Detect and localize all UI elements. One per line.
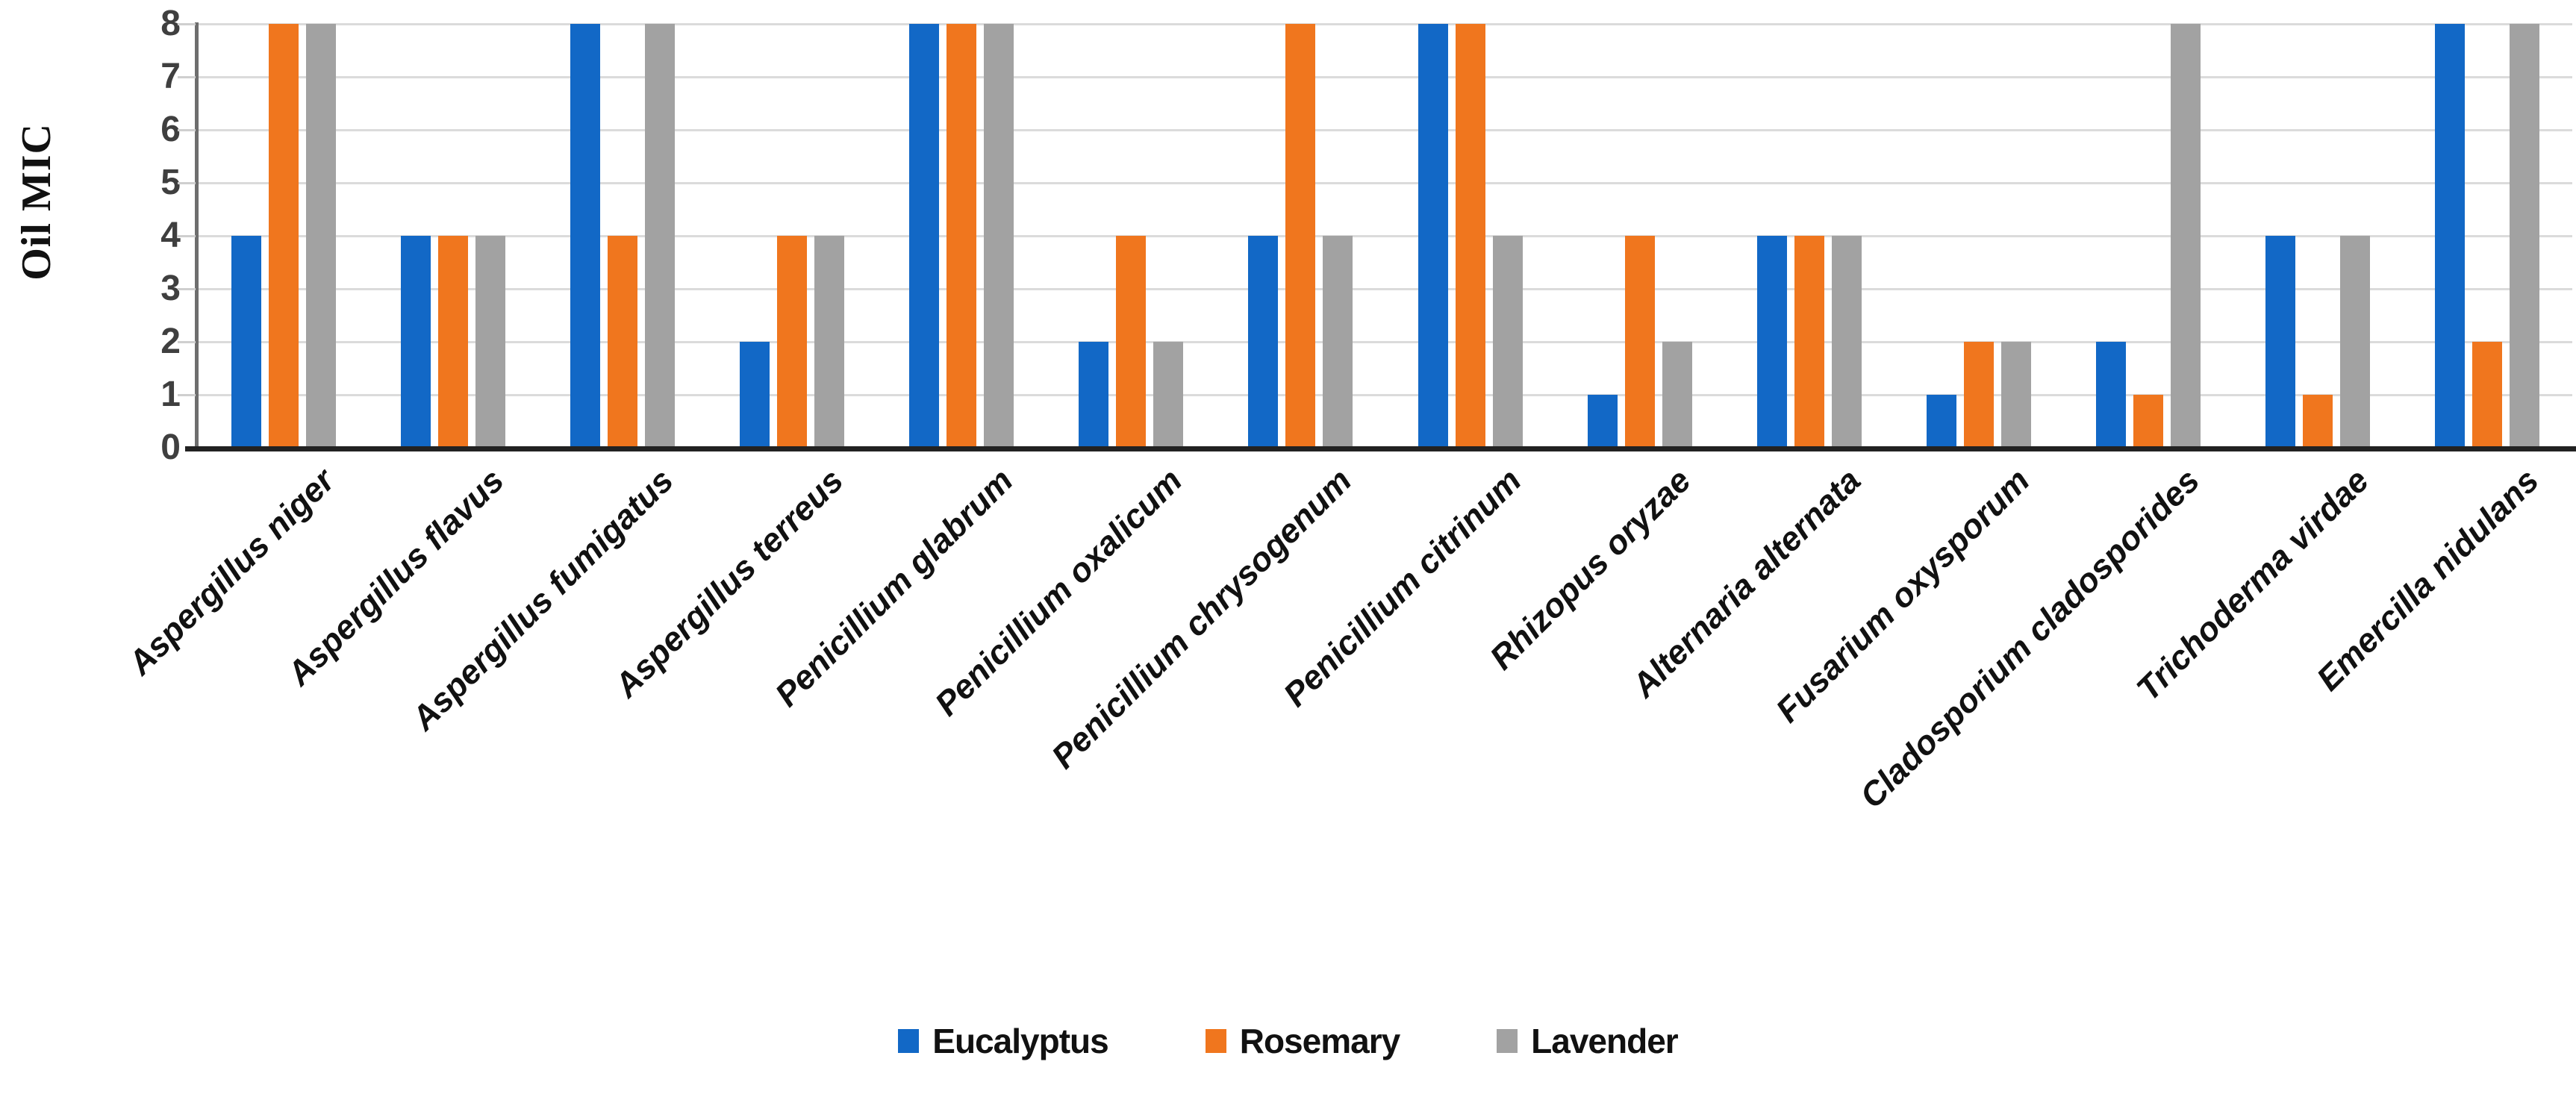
y-tick-mark — [178, 235, 196, 237]
x-axis-line — [185, 446, 2576, 451]
gridline — [199, 394, 2572, 396]
gridline — [199, 288, 2572, 290]
bar-lavender — [1323, 236, 1353, 448]
gridline — [199, 76, 2572, 78]
legend-swatch-icon — [898, 1029, 920, 1053]
bar-eucalyptus — [231, 236, 261, 448]
bar-lavender — [2001, 342, 2031, 448]
x-category-label: Penicillium chrysogenum — [1044, 461, 1359, 776]
bar-rosemary — [1964, 342, 1994, 448]
bar-eucalyptus — [740, 342, 770, 448]
y-axis-title: Oil MIC — [4, 52, 69, 351]
legend-label: Rosemary — [1239, 1022, 1400, 1060]
y-tick-mark — [178, 129, 196, 131]
y-tick-mark — [178, 394, 196, 396]
bar-lavender — [1662, 342, 1692, 448]
bar-rosemary — [2133, 395, 2164, 448]
gridline — [199, 235, 2572, 237]
bar-lavender — [1492, 236, 1523, 448]
bar-rosemary — [1455, 24, 1485, 448]
gridline — [199, 182, 2572, 184]
legend-label: Lavender — [1531, 1022, 1679, 1060]
bar-rosemary — [2472, 342, 2503, 448]
bar-lavender — [2340, 236, 2371, 448]
y-tick-label: 4 — [160, 216, 181, 255]
bar-lavender — [1831, 236, 1862, 448]
y-axis-title-text: Oil MIC — [13, 122, 60, 281]
bar-rosemary — [1624, 236, 1655, 448]
x-category-label: Cladosporium cladosporides — [1852, 461, 2207, 816]
legend-swatch-icon — [1497, 1029, 1518, 1053]
bar-eucalyptus — [570, 24, 600, 448]
bar-eucalyptus — [2435, 24, 2466, 448]
bar-lavender — [475, 236, 505, 448]
legend-item-rosemary: Rosemary — [1205, 1021, 1400, 1061]
bar-lavender — [1153, 342, 1184, 448]
y-tick-mark — [178, 288, 196, 290]
bar-rosemary — [1794, 236, 1824, 448]
y-tick-mark — [178, 76, 196, 78]
bar-eucalyptus — [1418, 24, 1448, 448]
bar-eucalyptus — [2096, 342, 2127, 448]
bar-eucalyptus — [1079, 342, 1109, 448]
legend-swatch-icon — [1205, 1029, 1226, 1053]
gridline — [199, 23, 2572, 25]
gridline — [199, 129, 2572, 131]
gridline — [199, 341, 2572, 343]
bar-eucalyptus — [1587, 395, 1618, 448]
bar-eucalyptus — [909, 24, 940, 448]
y-tick-label: 2 — [160, 322, 181, 361]
bar-rosemary — [2303, 395, 2333, 448]
bar-rosemary — [437, 236, 468, 448]
legend: Eucalyptus Rosemary Lavender — [0, 1021, 2576, 1061]
y-tick-label: 8 — [160, 4, 181, 43]
y-axis-line — [195, 22, 199, 449]
y-tick-label: 7 — [160, 57, 181, 96]
bar-rosemary — [268, 24, 299, 448]
bar-lavender — [984, 24, 1014, 448]
bar-eucalyptus — [400, 236, 431, 448]
y-tick-label: 5 — [160, 163, 181, 202]
legend-item-lavender: Lavender — [1497, 1021, 1679, 1061]
bar-rosemary — [946, 24, 977, 448]
y-tick-mark — [178, 182, 196, 184]
bar-eucalyptus — [2265, 236, 2296, 448]
bar-lavender — [2510, 24, 2540, 448]
bar-eucalyptus — [1248, 236, 1279, 448]
bar-lavender — [814, 236, 844, 448]
plot-area — [199, 23, 2572, 448]
bar-lavender — [644, 24, 675, 448]
legend-item-eucalyptus: Eucalyptus — [898, 1021, 1109, 1061]
y-tick-label: 6 — [160, 110, 181, 149]
bar-rosemary — [1285, 24, 1316, 448]
bar-rosemary — [607, 236, 637, 448]
y-tick-mark — [178, 341, 196, 343]
y-tick-label: 3 — [160, 269, 181, 308]
bar-rosemary — [1116, 236, 1147, 448]
bar-eucalyptus — [1756, 236, 1787, 448]
y-tick-label: 1 — [160, 375, 181, 414]
bar-lavender — [2171, 24, 2201, 448]
y-tick-label: 0 — [160, 428, 181, 467]
bar-rosemary — [777, 236, 807, 448]
y-tick-mark — [178, 23, 196, 25]
bar-lavender — [305, 24, 336, 448]
bar-eucalyptus — [1927, 395, 1956, 448]
legend-label: Eucalyptus — [932, 1022, 1108, 1060]
